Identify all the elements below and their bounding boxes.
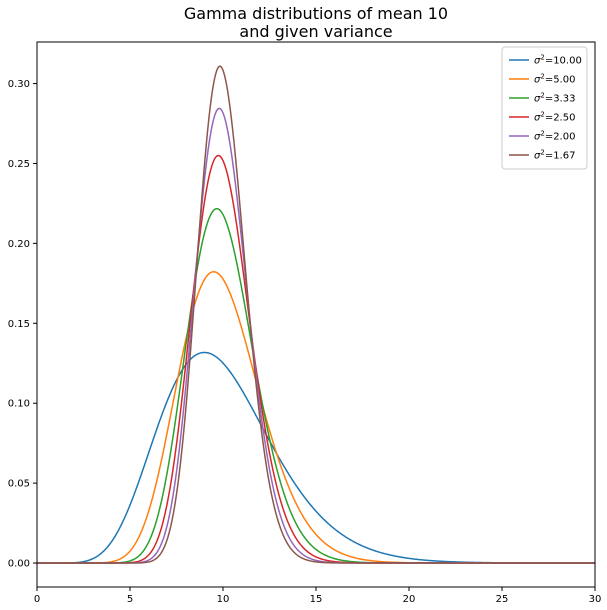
legend-box [501,46,588,170]
series-line-5 [37,65,595,564]
series-line-1 [37,270,595,564]
title-line-1: Gamma distributions of mean 10 [184,4,448,23]
y-tick-label-5: 0.25 [8,159,30,170]
x-tick-label-2: 10 [217,594,230,605]
y-tick-label-4: 0.20 [8,239,30,250]
x-tick-label-4: 20 [403,594,416,605]
y-tick-label-1: 0.05 [8,479,30,490]
x-tick-label-6: 30 [589,594,602,605]
legend-entry-3: σ2=2.50 [534,111,575,124]
x-tick-label-0: 0 [34,594,40,605]
series-line-0 [37,351,595,564]
legend-entry-0: σ2=10.00 [534,54,582,67]
legend: σ2=10.00 σ2=5.00 σ2=3.33 σ2=2.50 σ2=2.00 σ2=1… [501,46,588,170]
series-line-2 [37,207,595,564]
x-tick-label-5: 25 [496,594,509,605]
y-tick-label-6: 0.30 [8,79,30,90]
legend-entry-2: σ2=3.33 [534,92,575,105]
legend-entry-1: σ2=5.00 [534,73,575,86]
series-line-4 [37,107,595,564]
y-axis: 0.00 0.05 0.10 0.15 0.20 0.25 0.30 [8,79,37,570]
y-tick-label-0: 0.00 [8,559,30,570]
y-tick-label-2: 0.10 [8,399,30,410]
plot-lines [37,65,595,564]
legend-entry-5: σ2=1.67 [534,149,575,162]
x-tick-label-1: 5 [127,594,133,605]
chart-title: Gamma distributions of mean 10 and given… [184,4,448,41]
series-line-3 [37,154,595,564]
x-axis: 0 5 10 15 20 25 30 [34,587,602,605]
x-tick-label-3: 15 [310,594,323,605]
legend-entry-4: σ2=2.00 [534,130,575,143]
y-tick-label-3: 0.15 [8,319,30,330]
title-line-2: and given variance [239,22,392,41]
